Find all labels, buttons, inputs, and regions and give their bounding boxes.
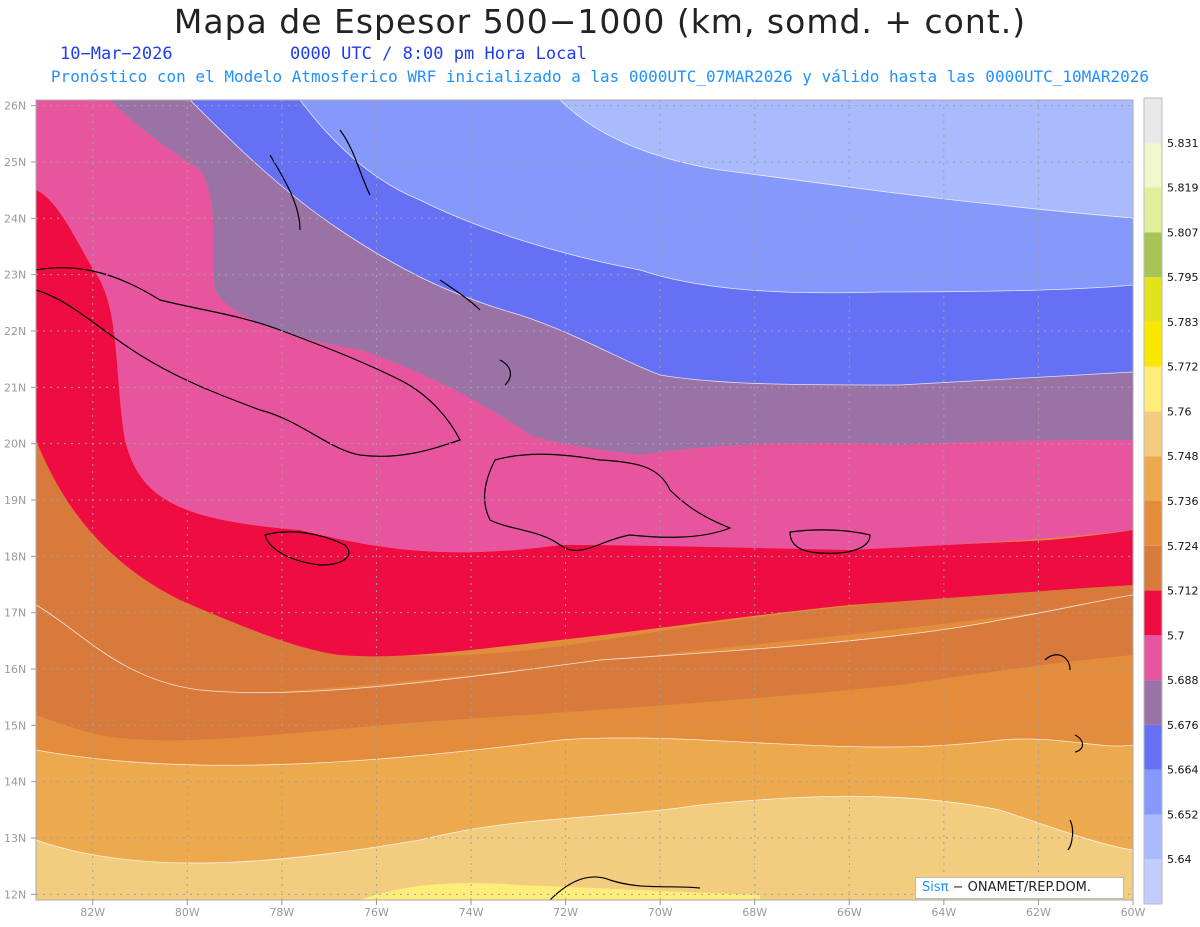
band-5688 — [110, 100, 1133, 455]
colorbar-swatch — [1144, 814, 1162, 860]
lat-tick-label: 23N — [4, 269, 26, 282]
lat-tick-label: 15N — [4, 719, 26, 732]
colorbar-swatch — [1144, 98, 1162, 143]
colorbar-label: 5.748 — [1167, 450, 1199, 463]
valid-time: 0000 UTC / 8:00 pm Hora Local — [290, 44, 587, 64]
lon-tick-label: 82W — [80, 906, 105, 919]
colorbar-swatch — [1144, 680, 1162, 725]
band-5652 — [560, 100, 1133, 218]
colorbar-label: 5.664 — [1167, 764, 1199, 777]
colorbar-label: 5.807 — [1167, 226, 1199, 239]
colorbar-swatch — [1144, 635, 1162, 681]
model-info: Pronóstico con el Modelo Atmosferico WRF… — [50, 67, 1150, 86]
jamaica-coast — [264, 531, 350, 566]
colorbar-swatch — [1144, 366, 1162, 412]
colorbar-label: 5.76 — [1167, 405, 1192, 418]
colorbar-swatch — [1144, 501, 1162, 546]
lat-tick-label: 26N — [4, 100, 26, 113]
colorbar-label: 5.712 — [1167, 585, 1199, 598]
colorbar-swatch — [1144, 724, 1162, 770]
colorbar: 5.64 5.652 5.664 5.676 5.688 5.7 5.712 5.724 5.7… — [1143, 97, 1199, 905]
lat-tick-label: 22N — [4, 325, 26, 338]
lat-tick-label: 13N — [4, 832, 26, 845]
band-5760 — [36, 796, 1133, 900]
lon-tick-label: 66W — [837, 906, 862, 919]
colorbar-swatch — [1144, 187, 1162, 233]
colorbar-swatch — [1144, 411, 1162, 457]
lat-tick-label: 14N — [4, 776, 26, 789]
colorbar-label: 5.783 — [1167, 316, 1199, 329]
band-5664 — [300, 100, 1133, 293]
lat-tick-label: 25N — [4, 156, 26, 169]
lat-tick-label: 18N — [4, 550, 26, 563]
lat-tick-label: 21N — [4, 381, 26, 394]
colorbar-label: 5.652 — [1167, 808, 1199, 821]
lat-tick-label: 16N — [4, 663, 26, 676]
credit-brand: Sisπ — [922, 880, 949, 895]
credit-text: − ONAMET/REP.DOM. — [952, 880, 1092, 895]
band-5724-top — [36, 440, 1133, 693]
graticule — [36, 100, 1133, 900]
colorbar-swatch — [1144, 321, 1162, 367]
colorbar-swatch — [1144, 590, 1162, 636]
lat-tick-label: 17N — [4, 607, 26, 620]
colorbar-swatch — [1144, 232, 1162, 278]
band-5676 — [190, 100, 1133, 385]
lat-tick-label: 12N — [4, 888, 26, 901]
lon-tick-label: 76W — [364, 906, 389, 919]
lon-tick-label: 62W — [1026, 906, 1051, 919]
colorbar-frame — [1143, 97, 1163, 905]
lon-tick-label: 60W — [1121, 906, 1146, 919]
colorbar-label: 5.795 — [1167, 271, 1199, 284]
lesser-antilles — [1044, 654, 1084, 851]
lon-tick-label: 68W — [742, 906, 767, 919]
lat-tick-label: 20N — [4, 438, 26, 451]
lon-tick-label: 64W — [931, 906, 956, 919]
colorbar-label: 5.819 — [1167, 182, 1199, 195]
bahamas-coast — [269, 129, 512, 386]
coastlines — [36, 129, 1084, 900]
colorbar-label: 5.688 — [1167, 674, 1199, 687]
south-america-coast — [549, 876, 701, 900]
thickness-bands — [36, 100, 1133, 900]
colorbar-label: 5.831 — [1167, 137, 1199, 150]
band-5712 — [36, 190, 1133, 657]
colorbar-swatch — [1144, 769, 1162, 815]
colorbar-swatch — [1144, 859, 1162, 904]
colorbar-label: 5.676 — [1167, 719, 1199, 732]
lon-tick-label: 74W — [459, 906, 484, 919]
valid-date: 10−Mar−2026 — [60, 44, 173, 64]
colorbar-label: 5.724 — [1167, 540, 1199, 553]
lon-tick-label: 72W — [553, 906, 578, 919]
axis-labels: 26N 25N 24N 23N 22N 21N 20N 19N 18N 17N 16N 15N 14N 1… — [4, 100, 1146, 919]
colorbar-swatch — [1144, 456, 1162, 501]
band-5724 — [36, 595, 1133, 741]
colorbar-swatch — [1144, 277, 1162, 322]
colorbar-swatch — [1144, 142, 1162, 188]
credit-box: Sisπ − ONAMET/REP.DOM. — [915, 877, 1124, 899]
map-title: Mapa de Espesor 500−1000 (km, somd. + co… — [173, 2, 1027, 41]
lat-tick-label: 24N — [4, 212, 26, 225]
puerto-rico-coast — [789, 529, 871, 554]
colorbar-label: 5.7 — [1167, 629, 1185, 642]
colorbar-label: 5.772 — [1167, 361, 1199, 374]
band-5700 — [36, 100, 1133, 553]
cuba-coast — [36, 267, 461, 457]
lon-tick-label: 78W — [269, 906, 294, 919]
lon-tick-label: 80W — [175, 906, 200, 919]
colorbar-label: 5.736 — [1167, 495, 1199, 508]
lon-tick-label: 70W — [648, 906, 673, 919]
hispaniola-coast — [484, 453, 732, 551]
colorbar-label: 5.64 — [1167, 853, 1192, 866]
contour-lines — [36, 100, 1133, 864]
colorbar-swatch — [1144, 545, 1162, 591]
lat-tick-label: 19N — [4, 494, 26, 507]
